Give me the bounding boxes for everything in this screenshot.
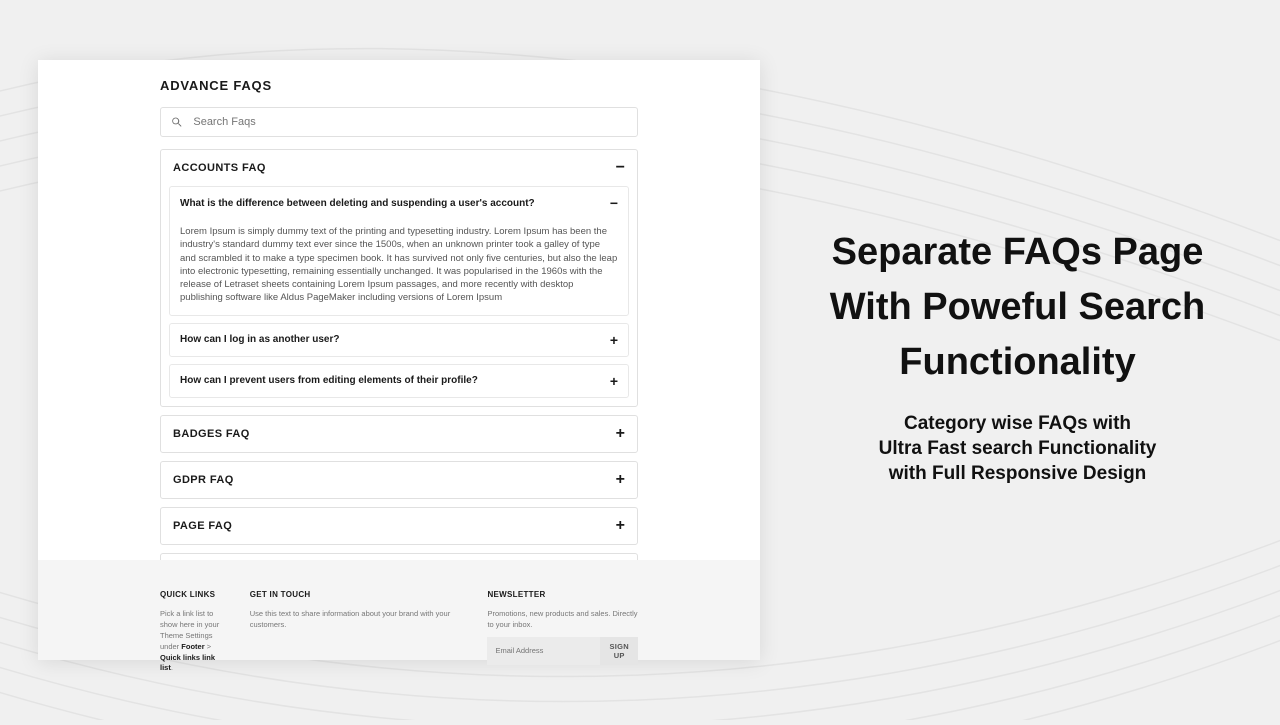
faq-item: How can I log in as another user? + — [169, 323, 629, 357]
minus-icon: − — [610, 195, 618, 211]
footer-heading: NEWSLETTER — [487, 590, 638, 599]
category-title: ACCOUNTS FAQ — [173, 162, 266, 174]
category-title: PAGE FAQ — [173, 520, 232, 532]
faq-header[interactable]: How can I log in as another user? + — [170, 324, 628, 356]
faq-question: How can I prevent users from editing ele… — [180, 375, 478, 386]
plus-icon: + — [610, 373, 618, 389]
faq-header[interactable]: How can I prevent users from editing ele… — [170, 365, 628, 397]
footer-text: Use this text to share information about… — [250, 609, 468, 631]
page-title: ADVANCE FAQS — [160, 78, 638, 93]
category-header[interactable]: BADGES FAQ + — [161, 416, 637, 452]
footer-quicklinks: QUICK LINKS Pick a link list to show her… — [160, 590, 230, 660]
search-input[interactable] — [193, 116, 627, 128]
plus-icon: + — [616, 426, 625, 442]
category-badges: BADGES FAQ + — [160, 415, 638, 453]
email-field[interactable] — [487, 637, 600, 665]
plus-icon: + — [616, 518, 625, 534]
footer-text: Promotions, new products and sales. Dire… — [487, 609, 638, 631]
search-box[interactable] — [160, 107, 638, 137]
faq-header[interactable]: What is the difference between deleting … — [170, 187, 628, 219]
promo-subline: Category wise FAQs with Ultra Fast searc… — [790, 412, 1245, 486]
minus-icon: − — [616, 160, 625, 176]
footer: QUICK LINKS Pick a link list to show her… — [38, 560, 760, 660]
faq-page-screenshot: ADVANCE FAQS ACCOUNTS FAQ − What is the … — [38, 60, 760, 660]
promo-panel: Separate FAQs Page With Poweful Search F… — [790, 225, 1245, 486]
footer-newsletter: NEWSLETTER Promotions, new products and … — [487, 590, 638, 660]
faq-answer: Lorem Ipsum is simply dummy text of the … — [170, 219, 628, 315]
search-icon — [171, 116, 183, 129]
footer-heading: GET IN TOUCH — [250, 590, 468, 599]
footer-getintouch: GET IN TOUCH Use this text to share info… — [250, 590, 468, 660]
promo-headline: Separate FAQs Page With Poweful Search F… — [790, 225, 1245, 390]
plus-icon: + — [616, 472, 625, 488]
category-gdpr: GDPR FAQ + — [160, 461, 638, 499]
faq-item: How can I prevent users from editing ele… — [169, 364, 629, 398]
faq-question: What is the difference between deleting … — [180, 198, 535, 209]
signup-button[interactable]: SIGN UP — [600, 637, 638, 665]
footer-heading: QUICK LINKS — [160, 590, 230, 599]
category-header[interactable]: GDPR FAQ + — [161, 462, 637, 498]
category-header[interactable]: PAGE FAQ + — [161, 508, 637, 544]
category-header[interactable]: ACCOUNTS FAQ − — [161, 150, 637, 186]
category-title: BADGES FAQ — [173, 428, 250, 440]
plus-icon: + — [610, 332, 618, 348]
faq-question: How can I log in as another user? — [180, 334, 339, 345]
category-page: PAGE FAQ + — [160, 507, 638, 545]
category-accounts: ACCOUNTS FAQ − What is the difference be… — [160, 149, 638, 407]
footer-text: Pick a link list to show here in your Th… — [160, 609, 230, 674]
faq-item: What is the difference between deleting … — [169, 186, 629, 316]
category-title: GDPR FAQ — [173, 474, 234, 486]
